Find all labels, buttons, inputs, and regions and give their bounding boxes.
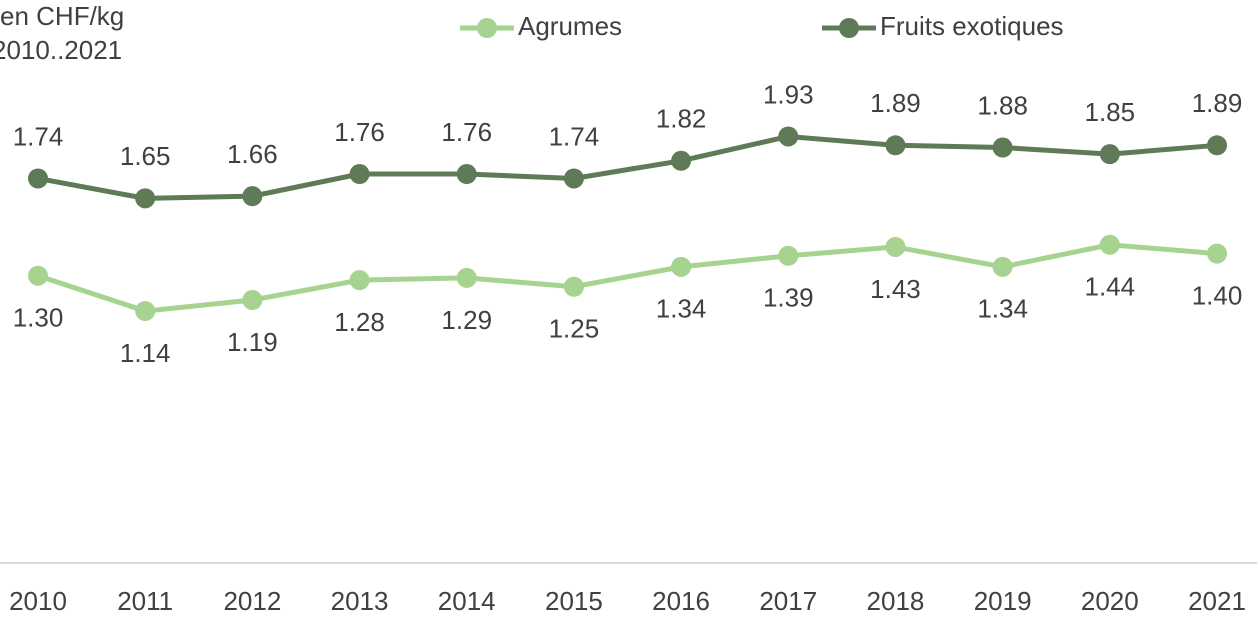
data-label: 1.88	[977, 90, 1028, 120]
data-point	[671, 256, 692, 277]
data-label: 1.89	[1192, 88, 1243, 118]
series-line	[37, 133, 1218, 201]
legend-marker	[839, 18, 859, 38]
data-label: 1.93	[763, 79, 814, 109]
data-point	[671, 150, 692, 171]
x-tick-label: 2018	[867, 586, 925, 616]
data-point	[242, 186, 263, 207]
data-point	[135, 301, 156, 322]
x-tick-label: 2012	[223, 586, 281, 616]
legend-label: Agrumes	[518, 11, 622, 41]
data-point	[885, 236, 906, 257]
data-point	[456, 267, 477, 288]
x-tick-label: 2014	[438, 586, 496, 616]
x-tick-label: 2011	[117, 586, 173, 616]
chart-title: en CHF/kg	[0, 1, 124, 31]
legend-marker	[477, 18, 497, 38]
x-tick-label: 2010	[9, 586, 67, 616]
data-point	[456, 164, 477, 185]
data-point	[563, 168, 584, 189]
data-point	[885, 135, 906, 156]
data-point	[992, 256, 1013, 277]
data-point	[1099, 234, 1120, 255]
data-label: 1.34	[977, 294, 1028, 324]
data-label: 1.43	[870, 274, 921, 304]
x-tick-label: 2020	[1081, 586, 1139, 616]
x-tick-label: 2016	[652, 586, 710, 616]
data-label: 1.34	[656, 294, 707, 324]
x-tick-label: 2013	[331, 586, 389, 616]
data-label: 1.74	[549, 121, 600, 151]
data-label: 1.25	[549, 314, 600, 344]
data-label: 1.44	[1085, 272, 1136, 302]
data-point	[28, 168, 48, 189]
data-label: 1.39	[763, 283, 814, 313]
data-point	[349, 270, 370, 291]
data-point	[1207, 243, 1227, 264]
data-label: 1.85	[1085, 97, 1136, 127]
x-tick-label: 2019	[974, 586, 1032, 616]
data-point	[349, 164, 370, 185]
data-label: 1.76	[334, 117, 385, 147]
data-label: 1.30	[13, 303, 64, 333]
data-label: 1.65	[120, 141, 171, 171]
data-label: 1.14	[120, 338, 171, 368]
data-label: 1.19	[227, 327, 278, 357]
data-label: 1.89	[870, 88, 921, 118]
data-point	[1207, 135, 1227, 156]
data-label: 1.40	[1192, 280, 1243, 310]
x-tick-label: 2021	[1188, 586, 1246, 616]
data-point	[992, 137, 1013, 158]
data-label: 1.29	[441, 305, 492, 335]
data-point	[242, 290, 263, 311]
data-point	[135, 188, 156, 209]
data-label: 1.28	[334, 307, 385, 337]
data-label: 1.76	[441, 117, 492, 147]
legend-label: Fruits exotiques	[880, 11, 1064, 41]
series-line	[37, 242, 1218, 314]
data-point	[778, 126, 799, 147]
data-label: 1.74	[13, 121, 64, 151]
data-label: 1.66	[227, 139, 278, 169]
data-label: 1.82	[656, 104, 707, 134]
data-point	[778, 245, 799, 266]
x-tick-label: 2017	[759, 586, 817, 616]
chart-subtitle: 2010..2021	[0, 35, 122, 65]
data-point	[563, 276, 584, 297]
data-point	[28, 265, 48, 286]
data-point	[1099, 144, 1120, 165]
x-tick-label: 2015	[545, 586, 603, 616]
